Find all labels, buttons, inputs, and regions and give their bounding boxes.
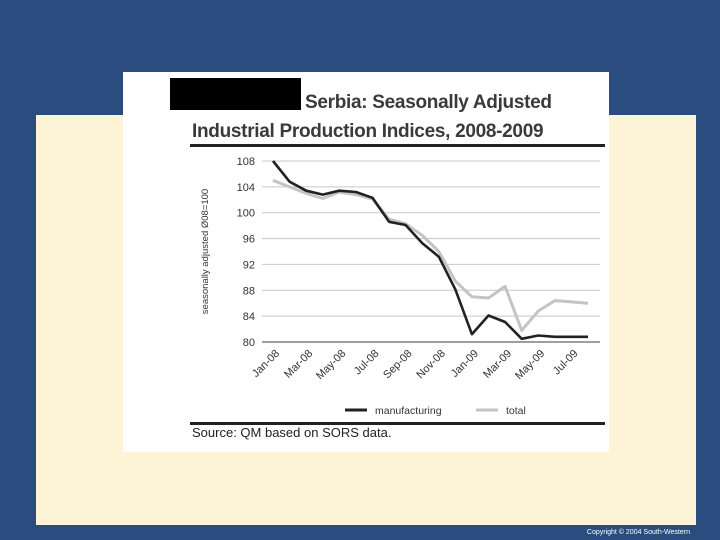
- bottom-rule: [190, 422, 605, 425]
- x-tick-label: Jan-08: [250, 348, 282, 380]
- y-tick-label: 104: [237, 182, 255, 194]
- y-tick-label: 80: [243, 337, 255, 349]
- chart-title-line2: Industrial Production Indices, 2008-2009: [192, 121, 544, 142]
- x-tick-label: Mar-08: [282, 348, 315, 381]
- x-tick-label: Jul-09: [551, 348, 581, 378]
- y-tick-label: 100: [237, 208, 255, 220]
- x-tick-label: May-09: [513, 348, 547, 382]
- y-tick-label: 84: [243, 311, 255, 323]
- redaction-box: [170, 78, 301, 110]
- y-tick-label: 108: [237, 156, 255, 168]
- y-tick-label: 92: [243, 259, 255, 271]
- chart-figure: [123, 72, 609, 452]
- y-axis-label: seasonally adjusted Ø08=100: [200, 189, 211, 314]
- x-tick-label: Jul-08: [352, 348, 382, 378]
- legend-label-manufacturing: manufacturing: [375, 405, 442, 417]
- copyright-text: Copyright © 2004 South-Western: [586, 529, 690, 536]
- y-tick-label: 96: [243, 234, 255, 246]
- series-line-total: [272, 179, 589, 332]
- chart-title: Serbia: Seasonally Adjusted Industrial P…: [192, 88, 602, 146]
- chart-title-line1: Serbia: Seasonally Adjusted: [305, 92, 552, 113]
- y-tick-label: 88: [243, 285, 255, 297]
- x-tick-label: Nov-08: [414, 348, 448, 382]
- top-rule: [190, 144, 605, 147]
- x-tick-label: Jan-09: [449, 348, 481, 380]
- x-tick-label: May-08: [314, 348, 348, 382]
- series-line-manufacturing: [271, 160, 588, 341]
- source-note: Source: QM based on SORS data.: [192, 425, 392, 440]
- legend-label-total: total: [506, 405, 526, 417]
- x-tick-label: Sep-08: [381, 348, 415, 382]
- x-tick-label: Mar-09: [481, 348, 514, 381]
